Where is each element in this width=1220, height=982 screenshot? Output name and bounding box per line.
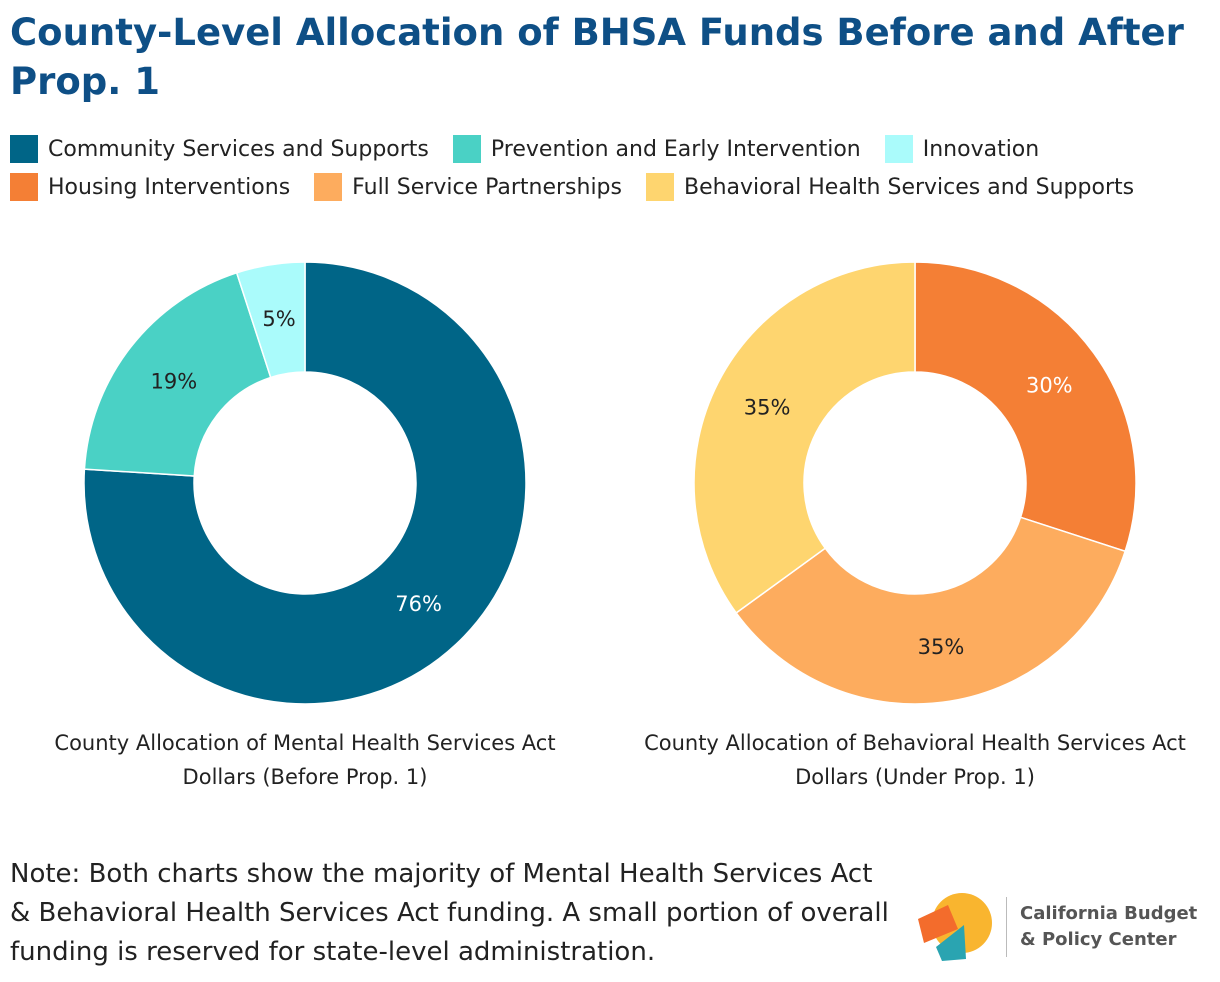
legend-row: Housing Interventions Full Service Partn… bbox=[10, 168, 1210, 206]
logo-wedge-icon bbox=[936, 925, 966, 961]
donut-slice bbox=[914, 261, 1137, 553]
donut-slice bbox=[235, 261, 306, 379]
donut-slice bbox=[693, 261, 916, 614]
logo-mark-icon bbox=[918, 893, 992, 961]
slice-data-label: 19% bbox=[150, 369, 197, 393]
slice-data-label: 5% bbox=[262, 307, 295, 331]
legend-swatch bbox=[314, 173, 343, 201]
legend-swatch bbox=[884, 135, 913, 163]
legend-label: Community Services and Supports bbox=[48, 136, 429, 162]
legend-swatch bbox=[10, 173, 38, 201]
legend-label: Housing Interventions bbox=[48, 174, 291, 200]
legend-row: Community Services and Supports Preventi… bbox=[10, 130, 1210, 168]
chart-caption-before: County Allocation of Mental Health Servi… bbox=[54, 731, 556, 789]
legend-item: Behavioral Health Services and Supports bbox=[645, 173, 1135, 201]
donut-slice bbox=[83, 271, 272, 477]
legend-item: Housing Interventions bbox=[10, 173, 290, 201]
legend-item: Innovation bbox=[884, 135, 1040, 163]
legend-item: Prevention and Early Intervention bbox=[452, 135, 861, 163]
donut-slice bbox=[735, 516, 1127, 705]
legend-item: Community Services and Supports bbox=[10, 135, 429, 163]
logo-line-1: California Budget bbox=[1020, 903, 1198, 924]
slice-data-label: 35% bbox=[918, 635, 965, 659]
organization-logo: California Budget & Policy Center bbox=[918, 885, 1208, 965]
legend: Community Services and Supports Preventi… bbox=[10, 130, 1210, 206]
legend-label: Innovation bbox=[922, 136, 1040, 162]
legend-label: Prevention and Early Intervention bbox=[490, 136, 861, 162]
legend-item: Full Service Partnerships bbox=[314, 173, 622, 201]
legend-label: Full Service Partnerships bbox=[352, 174, 622, 200]
slice-data-label: 76% bbox=[395, 592, 442, 616]
slice-data-label: 35% bbox=[744, 396, 791, 420]
donut-slice bbox=[83, 261, 527, 705]
donut-charts: 76% 19% 5% 30% 35% 35% bbox=[83, 261, 1137, 705]
legend-swatch bbox=[10, 135, 38, 163]
legend-swatch bbox=[645, 173, 674, 201]
logo-text: California Budget & Policy Center bbox=[1020, 901, 1197, 953]
slice-data-label: 30% bbox=[1026, 373, 1073, 397]
chart-caption-under: County Allocation of Behavioral Health S… bbox=[644, 731, 1186, 789]
page-title: County-Level Allocation of BHSA Funds Be… bbox=[10, 11, 1184, 103]
legend-label: Behavioral Health Services and Supports bbox=[683, 174, 1135, 200]
note-text: Note: Both charts show the majority of M… bbox=[10, 859, 889, 967]
legend-swatch bbox=[452, 135, 481, 163]
logo-arrow-icon bbox=[918, 905, 958, 943]
logo-line-2: & Policy Center bbox=[1020, 929, 1177, 950]
logo-divider bbox=[1006, 897, 1007, 957]
